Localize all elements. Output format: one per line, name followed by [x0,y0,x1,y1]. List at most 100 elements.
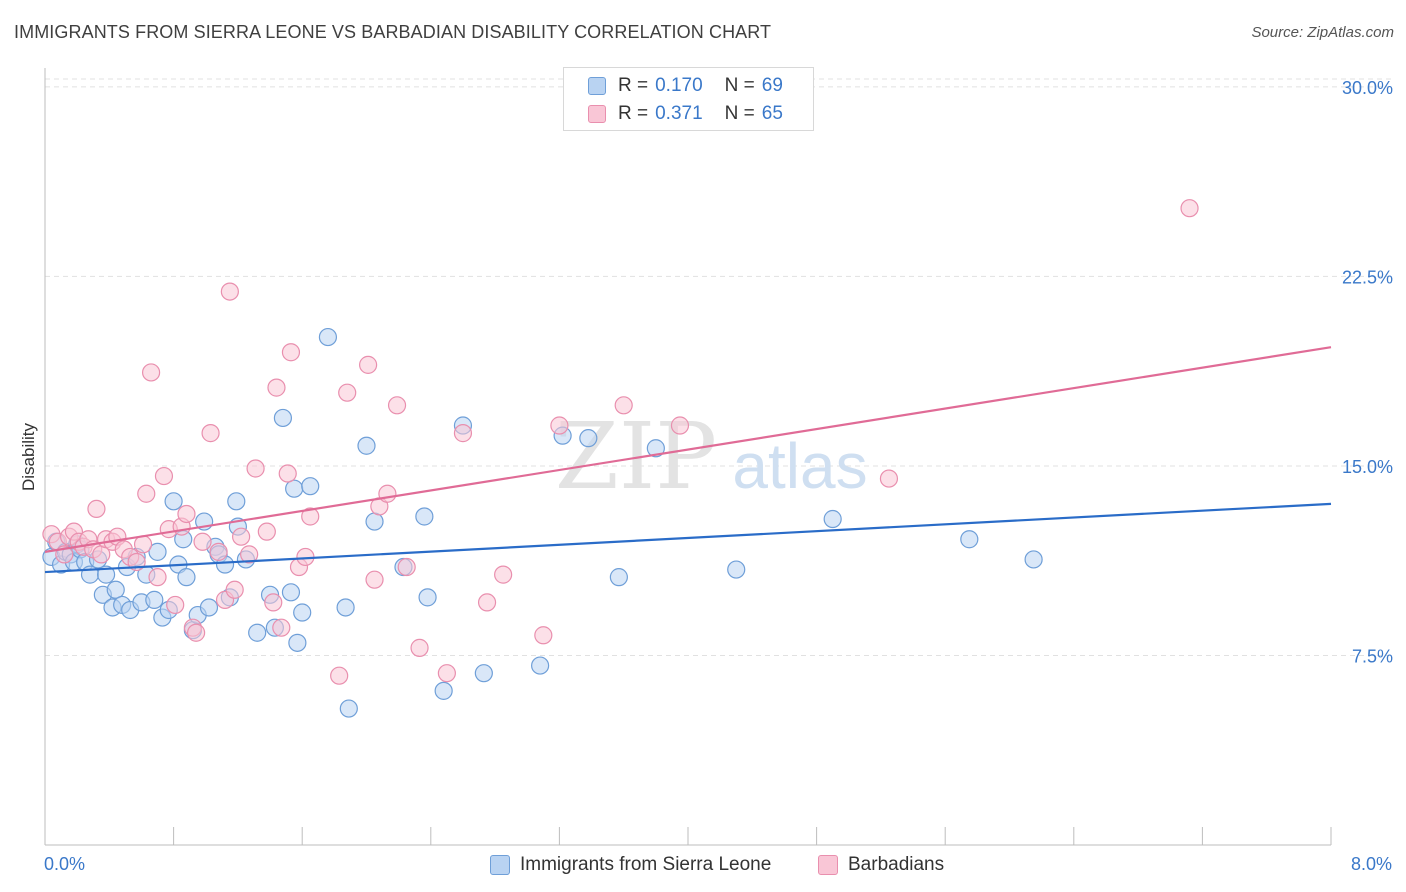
x-tick-label: 0.0% [44,854,85,874]
label-layer: 7.5% 15.0% 22.5% 30.0% 0.0% 8.0% [44,78,1393,874]
point-sierra-leone [336,598,355,617]
point-sierra-leone [145,590,164,609]
point-sierra-leone [727,560,746,579]
point-barbadians [87,499,106,519]
point-barbadians [387,396,407,415]
point-sierra-leone [579,429,598,448]
point-barbadians [1180,199,1199,218]
point-sierra-leone [288,633,307,652]
point-sierra-leone [609,568,628,587]
point-barbadians [240,545,259,564]
points-layer [42,199,1199,718]
point-sierra-leone [646,439,665,458]
legend-n-label: N = [724,75,755,96]
legend-r-value: 0.371 [655,103,703,124]
point-barbadians [477,593,497,612]
y-tick-label: 7.5% [1352,646,1393,666]
point-barbadians [338,383,357,402]
point-barbadians [187,623,206,642]
chart-source: Source: ZipAtlas.com [1251,24,1394,41]
point-sierra-leone [248,623,267,642]
bottom-legend-sierra-leone: Immigrants from Sierra Leone [490,853,771,877]
legend-r-label: R = [618,103,649,124]
point-sierra-leone [293,603,312,622]
point-sierra-leone [418,588,437,607]
point-sierra-leone [318,327,338,347]
point-barbadians [670,416,690,435]
point-barbadians [209,542,228,561]
x-tick-label: 8.0% [1351,854,1392,874]
point-barbadians [272,618,291,637]
legend-n-label: N = [724,103,755,124]
point-barbadians [154,466,174,486]
point-barbadians [166,595,185,615]
point-sierra-leone [227,492,246,511]
point-sierra-leone [96,565,116,584]
point-sierra-leone [301,477,320,496]
point-barbadians [137,484,156,503]
point-barbadians [410,638,429,657]
watermark-zip: ZIP [555,403,717,510]
point-barbadians [232,527,251,546]
point-barbadians [257,522,276,541]
point-barbadians [193,532,212,551]
bottom-legend-swatch-blue [490,855,510,875]
point-barbadians [177,504,196,524]
point-barbadians [301,507,320,526]
legend-row-sierra-leone: R = 0.170 N = 69 [588,75,783,97]
point-barbadians [330,666,349,685]
point-sierra-leone [357,436,376,455]
point-sierra-leone [148,542,167,561]
point-sierra-leone [434,681,453,700]
grid-layer [45,78,1391,656]
point-barbadians [879,469,899,488]
legend-n-value: 69 [761,75,783,96]
point-barbadians [133,535,153,554]
y-tick-label: 30.0% [1342,78,1393,98]
point-barbadians [365,570,384,589]
point-sierra-leone [474,664,493,683]
bottom-legend-label: Immigrants from Sierra Leone [520,854,772,875]
point-barbadians [453,424,473,443]
point-sierra-leone [177,568,196,587]
point-barbadians [359,355,378,374]
point-barbadians [264,593,283,612]
watermark-atlas: atlas [732,430,867,502]
point-barbadians [246,459,265,478]
bottom-legend-swatch-pink [818,855,838,875]
legend-r-value: 0.170 [655,75,703,96]
point-barbadians [281,343,301,362]
point-barbadians [437,664,456,683]
point-sierra-leone [199,598,219,617]
point-sierra-leone [281,583,301,602]
point-barbadians [550,416,569,435]
point-sierra-leone [1024,550,1043,569]
point-barbadians [534,626,553,645]
y-tick-label: 15.0% [1342,457,1393,477]
legend-row-barbadians: R = 0.371 N = 65 [588,103,783,125]
point-barbadians [614,396,633,415]
point-sierra-leone [285,479,304,498]
bottom-legend-label: Barbadians [848,854,945,875]
point-barbadians [220,282,239,301]
point-sierra-leone [273,408,293,428]
point-sierra-leone [531,656,550,675]
y-tick-label: 22.5% [1342,267,1393,287]
point-barbadians [141,363,161,382]
point-barbadians [148,568,167,587]
legend-swatch-blue [588,77,606,95]
point-barbadians [378,484,397,503]
point-sierra-leone [823,509,842,529]
point-sierra-leone [365,512,384,531]
point-sierra-leone [960,530,979,549]
point-sierra-leone [339,699,358,718]
point-barbadians [494,565,513,584]
point-barbadians [225,580,244,599]
trendline-sierra-leone [44,502,1332,574]
legend-r-label: R = [618,75,649,96]
point-barbadians [201,424,220,443]
point-barbadians [397,557,416,577]
point-barbadians [267,378,286,397]
trend-layer [44,346,1332,574]
